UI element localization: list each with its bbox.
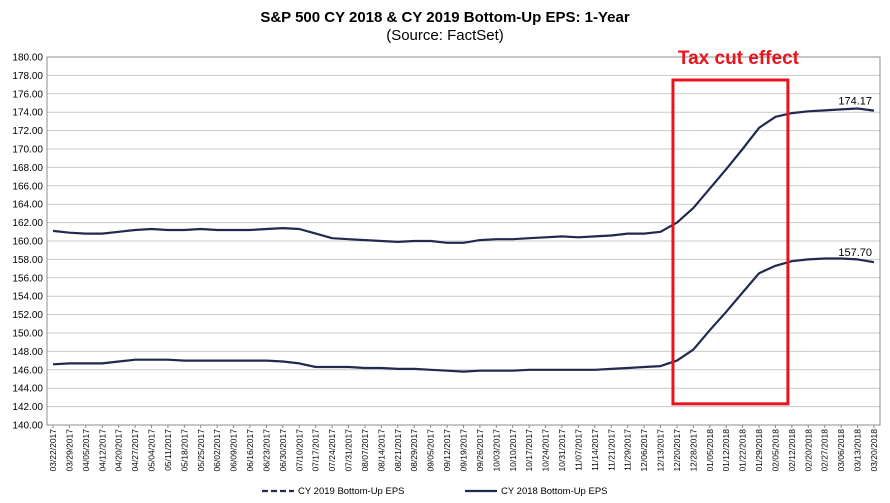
y-tick-label: 142.00 <box>12 402 43 413</box>
y-tick-label: 178.00 <box>12 71 43 82</box>
x-tick-label: 10/10/2017 <box>508 429 518 472</box>
x-tick-label: 03/29/2017 <box>64 429 74 472</box>
x-tick-label: 03/06/2018 <box>836 429 846 472</box>
x-tick-label: 02/20/2018 <box>803 429 813 472</box>
x-tick-label: 05/25/2017 <box>196 429 206 472</box>
x-tick-label: 02/05/2018 <box>770 429 780 472</box>
x-tick-label: 04/12/2017 <box>97 429 107 472</box>
y-tick-label: 144.00 <box>12 384 43 395</box>
x-tick-label: 06/16/2017 <box>245 429 255 472</box>
end-value-label: 174.17 <box>838 96 872 108</box>
x-tick-label: 06/02/2017 <box>212 429 222 472</box>
x-tick-label: 05/11/2017 <box>163 429 173 471</box>
x-tick-label: 03/13/2018 <box>853 429 863 472</box>
tax-cut-annotation: Tax cut effect <box>671 48 800 406</box>
series-line-cy2018 <box>52 257 875 373</box>
x-tick-label: 12/06/2017 <box>639 429 649 472</box>
y-tick-label: 164.00 <box>12 200 43 211</box>
annotation-box <box>671 78 790 406</box>
annotation-label: Tax cut effect <box>678 48 800 69</box>
x-tick-label: 08/29/2017 <box>409 429 419 472</box>
x-tick-label: 12/20/2017 <box>672 429 682 472</box>
x-tick-label: 09/05/2017 <box>426 429 436 472</box>
x-tick-label: 06/30/2017 <box>278 429 288 472</box>
x-tick-label: 11/14/2017 <box>590 429 600 471</box>
x-tick-label: 01/12/2018 <box>721 429 731 472</box>
y-tick-label: 172.00 <box>12 126 43 137</box>
x-tick-label: 04/05/2017 <box>81 429 91 472</box>
y-tick-label: 156.00 <box>12 273 43 284</box>
x-tick-label: 01/05/2018 <box>705 429 715 472</box>
x-tick-label: 02/12/2018 <box>787 429 797 472</box>
x-tick-label: 07/10/2017 <box>294 429 304 472</box>
y-tick-label: 176.00 <box>12 89 43 100</box>
gridlines <box>46 56 881 426</box>
y-tick-label: 158.00 <box>12 255 43 266</box>
x-tick-label: 01/22/2018 <box>738 429 748 472</box>
x-tick-label: 07/24/2017 <box>327 429 337 472</box>
x-tick-label: 12/28/2017 <box>688 429 698 472</box>
y-tick-label: 168.00 <box>12 163 43 174</box>
x-tick-label: 05/18/2017 <box>179 429 189 472</box>
x-tick-label: 10/17/2017 <box>524 429 534 472</box>
end-value-label: 157.70 <box>838 247 872 259</box>
legend-label-cy2019: CY 2019 Bottom-Up EPS <box>298 486 405 497</box>
x-tick-label: 06/23/2017 <box>261 429 271 472</box>
chart-title: S&P 500 CY 2018 & CY 2019 Bottom-Up EPS:… <box>260 9 629 26</box>
x-tick-label: 09/19/2017 <box>459 429 469 472</box>
y-axis: 140.00 142.00 144.00 146.00 148.00 150.00 152.… <box>12 53 43 432</box>
y-tick-label: 150.00 <box>12 329 43 340</box>
x-tick-label: 04/20/2017 <box>114 429 124 472</box>
x-axis: 03/22/2017 03/29/2017 04/05/2017 04/12/2017… <box>48 425 879 472</box>
y-tick-label: 162.00 <box>12 218 43 229</box>
y-tick-label: 140.00 <box>12 421 43 432</box>
y-tick-label: 174.00 <box>12 108 43 119</box>
y-tick-label: 170.00 <box>12 145 43 156</box>
y-tick-label: 152.00 <box>12 310 43 321</box>
series-lines <box>52 107 875 373</box>
y-tick-label: 146.00 <box>12 365 43 376</box>
x-tick-label: 05/04/2017 <box>147 429 157 472</box>
x-tick-label: 02/27/2018 <box>820 429 830 472</box>
x-tick-label: 11/21/2017 <box>606 429 616 471</box>
legend-label-cy2018: CY 2018 Bottom-Up EPS <box>501 486 608 497</box>
x-tick-label: 10/03/2017 <box>491 429 501 472</box>
x-tick-label: 11/07/2017 <box>573 429 583 471</box>
series-line-cy2019 <box>52 107 875 244</box>
x-tick-label: 03/20/2018 <box>869 429 879 472</box>
x-tick-label: 08/21/2017 <box>393 429 403 472</box>
x-tick-label: 10/31/2017 <box>557 429 567 472</box>
x-tick-label: 07/17/2017 <box>311 429 321 472</box>
x-tick-label: 07/31/2017 <box>344 429 354 472</box>
end-labels: 174.17 157.70 <box>838 96 872 260</box>
x-tick-label: 01/29/2018 <box>754 429 764 472</box>
x-tick-label: 06/09/2017 <box>229 429 239 472</box>
chart-subtitle: (Source: FactSet) <box>386 27 504 44</box>
y-tick-label: 154.00 <box>12 292 43 303</box>
y-tick-label: 166.00 <box>12 181 43 192</box>
y-tick-label: 160.00 <box>12 237 43 248</box>
y-tick-label: 148.00 <box>12 347 43 358</box>
x-tick-label: 10/24/2017 <box>541 429 551 472</box>
x-tick-label: 08/07/2017 <box>360 429 370 472</box>
x-tick-label: 09/26/2017 <box>475 429 485 472</box>
legend: CY 2019 Bottom-Up EPS CY 2018 Bottom-Up E… <box>262 486 608 497</box>
y-tick-label: 180.00 <box>12 53 43 64</box>
x-tick-label: 03/22/2017 <box>48 429 58 472</box>
x-tick-label: 11/29/2017 <box>623 429 633 471</box>
x-tick-label: 12/13/2017 <box>656 429 666 472</box>
x-tick-label: 04/27/2017 <box>130 429 140 472</box>
x-tick-label: 08/14/2017 <box>376 429 386 472</box>
x-tick-label: 09/12/2017 <box>442 429 452 472</box>
